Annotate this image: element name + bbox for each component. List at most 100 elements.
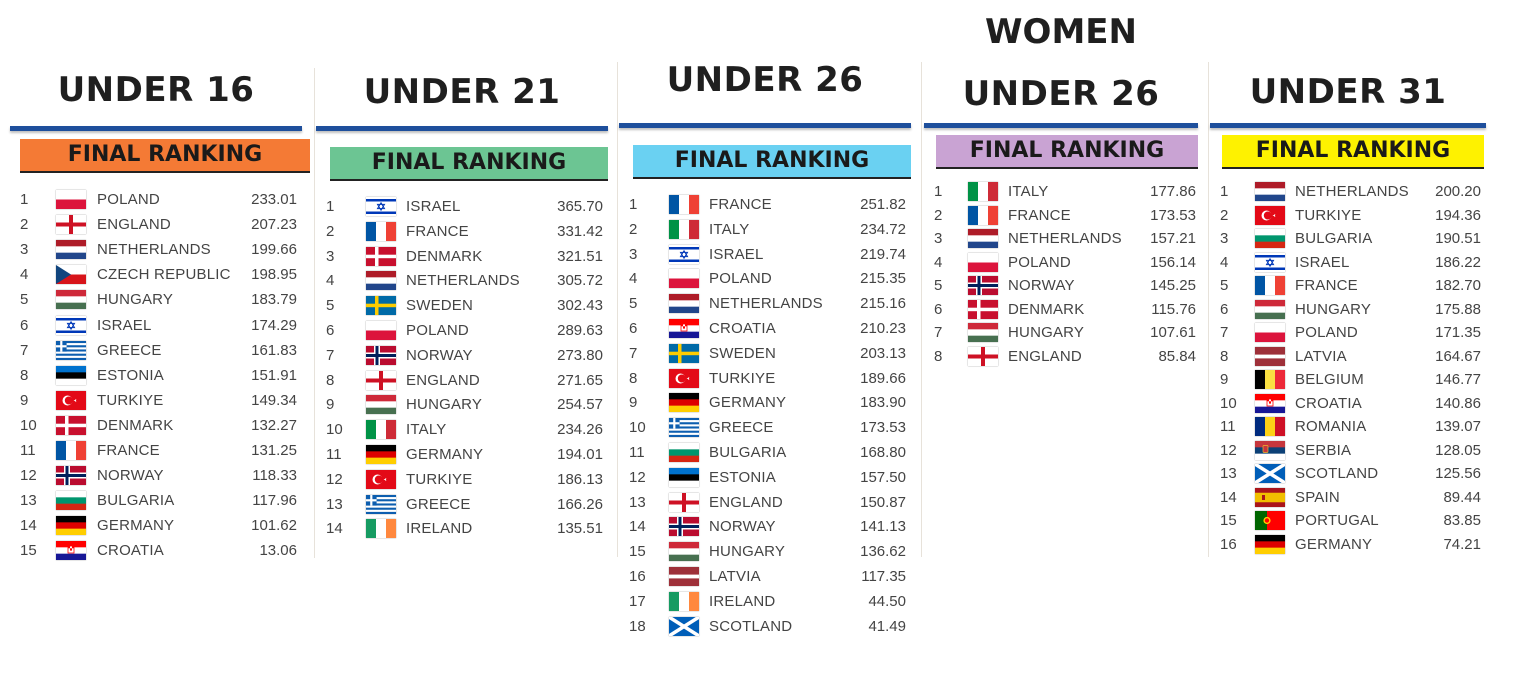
ranking-panel: UNDER 16 FINAL RANKING 1 POLAND 233.01 2 ENGLA… [10, 0, 310, 681]
poland-flag-icon [56, 190, 86, 209]
points-value: 271.65 [557, 371, 603, 389]
country-name: SERBIA [1295, 441, 1352, 459]
denmark-flag-icon [366, 246, 396, 266]
ranking-row: 10 GREECE 173.53 [629, 416, 911, 438]
rank-number: 8 [629, 369, 638, 387]
rank-number: 2 [326, 222, 335, 240]
poland-flag-icon [968, 252, 998, 272]
ranking-row: 7 SWEDEN 203.13 [629, 342, 911, 364]
italy-flag-icon [968, 182, 998, 201]
scotland-flag-icon [1255, 464, 1285, 483]
country-name: HUNGARY [406, 396, 483, 414]
points-value: 215.16 [860, 295, 906, 313]
country-name: CROATIA [1295, 394, 1362, 412]
points-value: 118.33 [252, 467, 297, 485]
norway-flag-icon [56, 466, 86, 486]
country-name: PORTUGAL [1295, 512, 1379, 529]
country-name: NETHERLANDS [97, 241, 211, 259]
ranking-row: 1 ITALY 177.86 [934, 180, 1198, 202]
country-name: ESTONIA [709, 468, 776, 486]
points-value: 161.83 [251, 341, 297, 359]
points-value: 199.66 [251, 241, 297, 259]
points-value: 331.42 [557, 222, 603, 240]
points-value: 182.70 [1435, 277, 1481, 294]
country-name: NETHERLANDS [709, 295, 823, 313]
ranking-row: 6 HUNGARY 175.88 [1220, 298, 1486, 320]
country-name: GREECE [709, 419, 774, 437]
final-ranking-banner: FINAL RANKING [936, 135, 1198, 169]
country-name: NORWAY [406, 346, 473, 364]
points-value: 139.07 [1435, 418, 1481, 435]
sweden-flag-icon [366, 296, 396, 316]
ranking-row: 10 ITALY 234.26 [326, 418, 608, 440]
ranking-panel: WOMEN UNDER 26 FINAL RANKING 1 ITALY 177.86 2 F… [924, 0, 1198, 681]
country-name: TURKIYE [1295, 206, 1362, 224]
points-value: 117.96 [252, 492, 297, 510]
rank-number: 17 [629, 592, 646, 610]
points-value: 200.20 [1435, 183, 1481, 200]
country-name: BULGARIA [1295, 230, 1373, 247]
ranking-row: 2 ITALY 234.72 [629, 218, 911, 240]
ireland-flag-icon [669, 591, 699, 611]
england-flag-icon [669, 492, 699, 512]
rank-number: 8 [326, 371, 335, 389]
points-value: 251.82 [860, 196, 906, 213]
ranking-row: 15 CROATIA 13.06 [20, 539, 302, 561]
ranking-row: 3 ISRAEL 219.74 [629, 243, 911, 265]
points-value: 149.34 [251, 391, 297, 409]
points-value: 207.23 [251, 216, 297, 234]
country-name: ITALY [1008, 183, 1049, 200]
rank-number: 3 [20, 241, 29, 259]
rank-number: 4 [1220, 253, 1229, 271]
rank-number: 4 [326, 272, 335, 290]
ranking-row: 6 CROATIA 210.23 [629, 317, 911, 339]
rank-number: 12 [629, 468, 646, 486]
netherlands-flag-icon [968, 229, 998, 248]
points-value: 234.72 [860, 220, 906, 238]
points-value: 115.76 [1151, 300, 1196, 318]
rank-number: 2 [1220, 206, 1229, 224]
ranking-row: 2 FRANCE 331.42 [326, 220, 608, 242]
title-underline [619, 123, 911, 128]
ranking-row: 4 ISRAEL 186.22 [1220, 251, 1486, 273]
rank-number: 1 [326, 198, 335, 215]
points-value: 189.66 [860, 369, 906, 387]
country-name: DENMARK [1008, 300, 1085, 318]
country-name: ESTONIA [97, 366, 164, 384]
ranking-row: 14 IRELAND 135.51 [326, 517, 608, 539]
spain-flag-icon [1255, 487, 1285, 507]
ranking-row: 8 ENGLAND 271.65 [326, 369, 608, 391]
country-name: ROMANIA [1295, 418, 1367, 435]
italy-flag-icon [669, 219, 699, 239]
points-value: 219.74 [860, 245, 906, 263]
final-ranking-banner: FINAL RANKING [20, 139, 310, 173]
country-name: IRELAND [709, 592, 776, 610]
points-value: 136.62 [860, 543, 906, 561]
country-name: NETHERLANDS [1295, 183, 1409, 200]
country-name: DENMARK [97, 416, 174, 434]
points-value: 215.35 [860, 270, 906, 288]
greece-flag-icon [366, 494, 396, 514]
country-name: CROATIA [97, 542, 164, 560]
country-name: ITALY [709, 220, 750, 238]
points-value: 132.27 [251, 416, 297, 434]
country-name: TURKIYE [709, 369, 776, 387]
rank-number: 5 [629, 295, 638, 313]
ranking-row: 9 TURKIYE 149.34 [20, 389, 302, 411]
england-flag-icon [366, 370, 396, 390]
country-name: FRANCE [406, 222, 469, 240]
rank-number: 1 [20, 191, 29, 208]
country-name: ISRAEL [406, 198, 461, 215]
points-value: 101.62 [251, 517, 297, 535]
poland-flag-icon [366, 321, 396, 340]
rank-number: 13 [1220, 465, 1237, 482]
denmark-flag-icon [56, 415, 86, 435]
points-value: 141.13 [860, 518, 906, 536]
points-value: 186.13 [557, 470, 603, 488]
ranking-row: 17 IRELAND 44.50 [629, 590, 911, 612]
country-name: SWEDEN [406, 297, 474, 315]
points-value: 41.49 [868, 617, 906, 635]
country-name: ISRAEL [709, 245, 764, 263]
ranking-row: 12 SERBIA 128.05 [1220, 439, 1486, 461]
